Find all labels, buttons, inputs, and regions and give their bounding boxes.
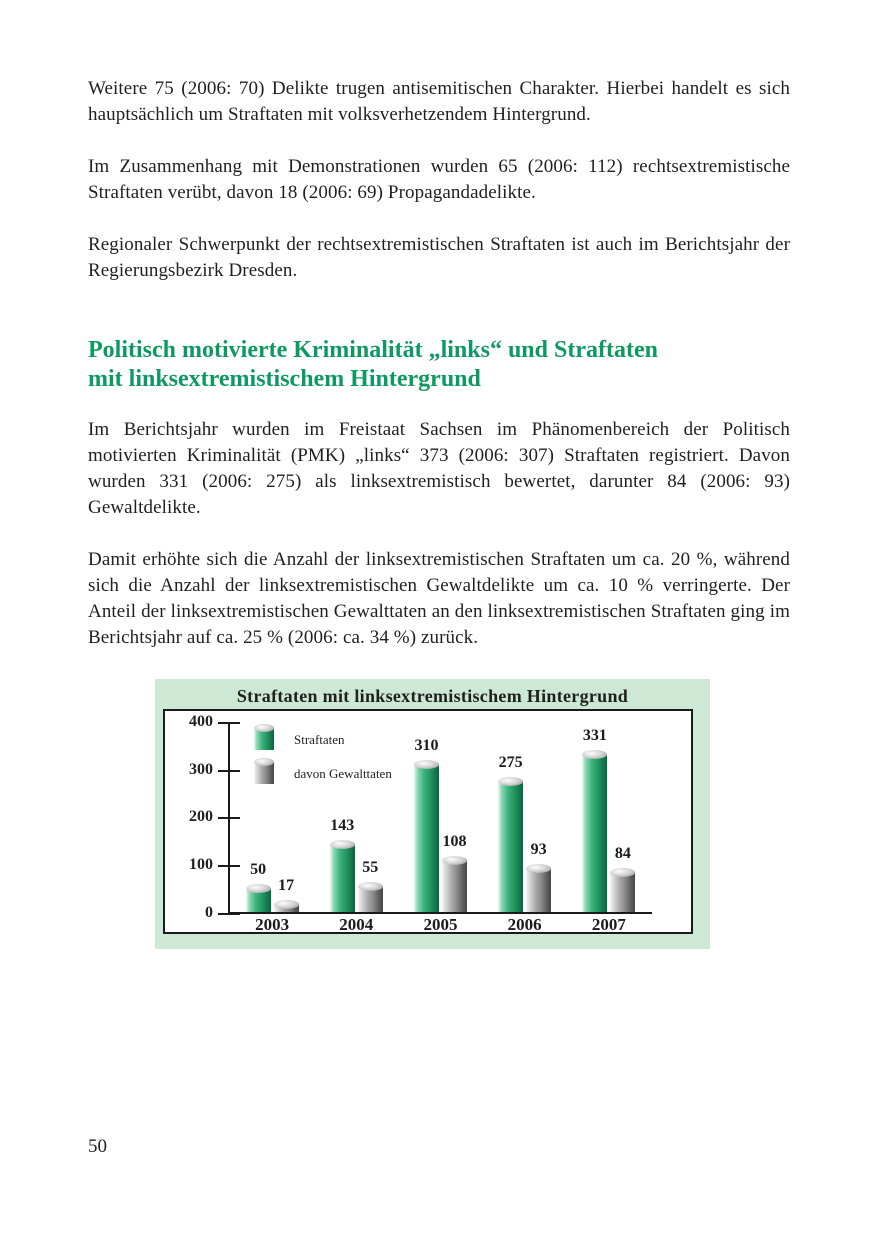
page-number: 50: [88, 1136, 107, 1157]
green-bar-2007: [582, 750, 608, 912]
bar-value-label: 17: [278, 877, 295, 894]
green-bar-2005: [413, 760, 439, 912]
y-axis-tick-label: 0: [205, 904, 213, 921]
y-axis-tick: [218, 865, 240, 867]
x-axis-category-label: 2004: [339, 915, 374, 934]
x-axis-line: [228, 912, 652, 914]
x-axis-category-label: 2006: [507, 915, 542, 934]
y-axis-tick-label: 300: [189, 761, 213, 778]
x-axis-category-label: 2007: [591, 915, 626, 934]
chart-title: Straftaten mit linksextremistischem Hint…: [236, 686, 629, 706]
page-content: Weitere 75 (2006: 70) Delikte trugen ant…: [88, 76, 790, 949]
chart-plot: 50 17 2003 143 55 2004 310 108 2005 275 93 2006 331 8…: [163, 709, 693, 934]
bar-value-label: 310: [414, 737, 439, 754]
bar-value-label: 275: [498, 754, 523, 771]
green-bar-2006: [498, 777, 524, 912]
y-axis-tick: [218, 722, 240, 724]
legend-gray-cylinder-icon: [254, 758, 274, 784]
paragraph-regional-focus: Regionaler Schwerpunkt der rechtsextremi…: [88, 234, 790, 281]
gray-bar-2003: [273, 900, 299, 912]
bar-value-label: 55: [362, 859, 379, 876]
section-heading: Politisch motivierte Kriminalität „links…: [88, 336, 790, 394]
x-axis-category-label: 2005: [423, 915, 458, 934]
gray-bar-2005: [441, 856, 467, 912]
bars-area: 50 17 2003 143 55 2004 310 108 2005 275 93 2006 331 8…: [230, 721, 651, 934]
paragraph-pmk-links-statistics: Im Berichtsjahr wurden im Freistaat Sach…: [88, 419, 790, 518]
legend-green-cylinder-icon: [254, 724, 274, 750]
gray-bar-2004: [357, 882, 383, 912]
x-axis-category-label: 2003: [255, 915, 290, 934]
bar-group-2005: 310 108 2005: [413, 721, 467, 934]
bar-value-label: 331: [582, 727, 607, 744]
bar-value-label: 108: [442, 833, 467, 850]
bar-group-2004: 143 55 2004: [329, 721, 383, 934]
bar-group-2003: 50 17 2003: [245, 721, 299, 934]
bar-value-label: 84: [614, 845, 631, 862]
gray-bar-2006: [526, 864, 552, 912]
section-heading-line-1: Politisch motivierte Kriminalität „links…: [88, 337, 658, 363]
paragraph-demonstration-offences: Im Zusammenhang mit Demonstrationen wurd…: [88, 156, 790, 203]
y-axis-tick: [218, 817, 240, 819]
y-axis-tick-label: 400: [189, 713, 213, 730]
bar-value-label: 93: [530, 841, 547, 858]
green-bar-2004: [329, 840, 355, 912]
bar-value-label: 143: [330, 817, 355, 834]
bar-value-label: 50: [250, 861, 267, 878]
bar-group-2007: 331 84 2007: [582, 721, 636, 934]
y-axis-tick: [218, 913, 240, 915]
green-bar-2003: [245, 884, 271, 912]
legend-label-straftaten: Straftaten: [294, 732, 345, 747]
paragraph-antisemitic-offences: Weitere 75 (2006: 70) Delikte trugen ant…: [88, 78, 790, 125]
chart-panel: Straftaten mit linksextremistischem Hint…: [155, 679, 710, 949]
section-heading-line-2: mit linksextremistischem Hintergrund: [88, 366, 481, 392]
y-axis-tick-label: 200: [189, 808, 213, 825]
y-axis-tick: [218, 770, 240, 772]
paragraph-percentage-changes: Damit erhöhte sich die Anzahl der linkse…: [88, 549, 790, 648]
legend-label-gewalttaten: davon Gewalttaten: [294, 766, 392, 781]
gray-bar-2007: [610, 868, 636, 912]
y-axis-tick-label: 100: [189, 856, 213, 873]
bar-group-2006: 275 93 2006: [498, 721, 552, 934]
